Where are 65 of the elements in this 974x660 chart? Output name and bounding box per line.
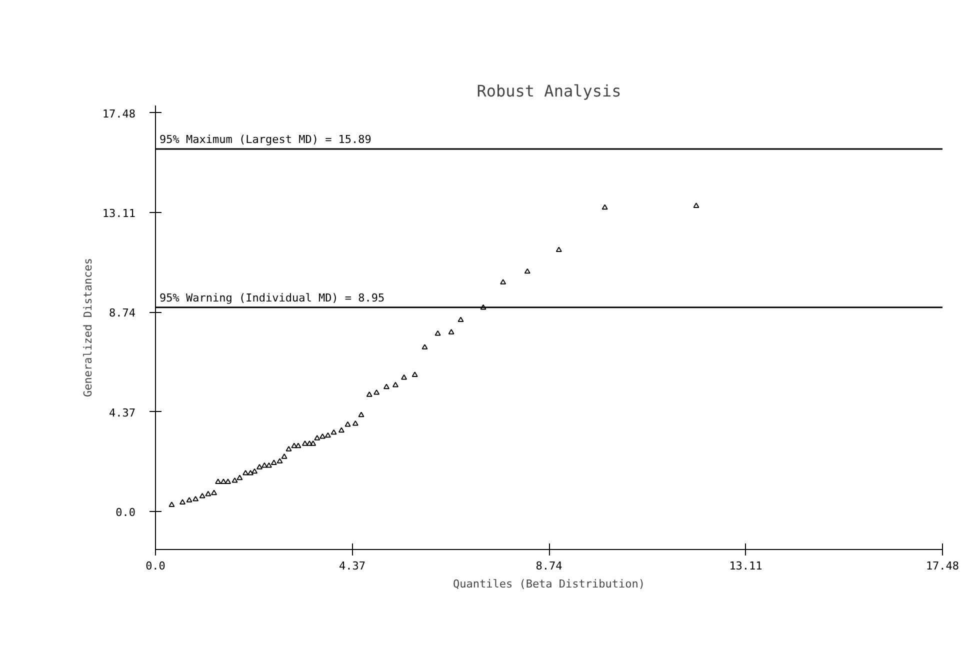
point — [270, 460, 277, 466]
point — [392, 382, 398, 388]
point — [366, 392, 372, 397]
point — [556, 246, 562, 252]
point — [232, 477, 238, 483]
y-tick-label: 0.0 — [116, 506, 136, 519]
point — [401, 374, 408, 380]
point — [374, 389, 380, 395]
point — [266, 462, 272, 468]
point — [358, 412, 364, 418]
x-tick-label: 4.37 — [339, 560, 366, 572]
y-tick-label: 17.48 — [102, 107, 136, 120]
point — [352, 420, 358, 426]
point — [211, 490, 218, 496]
point — [199, 492, 206, 498]
point — [286, 446, 292, 452]
point — [276, 458, 283, 464]
point — [330, 429, 337, 435]
y-axis-title: Generalized Distances — [81, 258, 94, 398]
point — [448, 329, 454, 334]
x-tick-label: 8.74 — [536, 560, 563, 572]
point — [252, 468, 258, 474]
point — [693, 202, 700, 208]
point — [324, 432, 331, 438]
point — [291, 442, 298, 448]
point — [215, 478, 222, 484]
point — [302, 440, 308, 446]
y-tick-label: 4.37 — [109, 406, 136, 420]
point — [168, 502, 175, 507]
ref-line-label: 95% Warning (Individual MD) = 8.95 — [160, 291, 385, 304]
ref-line-label: 95% Maximum (Largest MD) = 15.89 — [160, 133, 372, 146]
point — [383, 384, 390, 390]
point — [434, 330, 441, 336]
chart-title: Robust Analysis — [476, 82, 622, 100]
point — [192, 496, 199, 502]
point — [338, 427, 344, 433]
y-tick-label: 8.74 — [109, 306, 136, 320]
point — [220, 478, 226, 484]
point — [310, 440, 316, 446]
point — [422, 344, 428, 350]
point — [344, 421, 351, 427]
point — [242, 470, 249, 476]
point — [306, 440, 312, 446]
point — [180, 499, 186, 504]
point — [248, 470, 254, 476]
point — [412, 372, 418, 377]
x-tick-label: 17.48 — [926, 560, 960, 572]
point — [236, 474, 243, 480]
point — [205, 490, 212, 496]
point — [295, 442, 302, 448]
point — [186, 497, 192, 502]
x-axis-title: Quantiles (Beta Distribution) — [452, 578, 646, 590]
point — [314, 435, 320, 440]
point — [500, 279, 506, 284]
y-tick-label: 13.11 — [102, 206, 136, 220]
point — [480, 304, 486, 310]
point — [524, 268, 530, 274]
point — [458, 316, 464, 322]
point — [256, 464, 263, 470]
point — [602, 204, 608, 210]
point — [320, 433, 326, 439]
x-tick-label: 13.11 — [729, 560, 762, 572]
point — [281, 454, 288, 459]
x-tick-label: 0.0 — [146, 560, 166, 572]
point — [261, 462, 268, 468]
